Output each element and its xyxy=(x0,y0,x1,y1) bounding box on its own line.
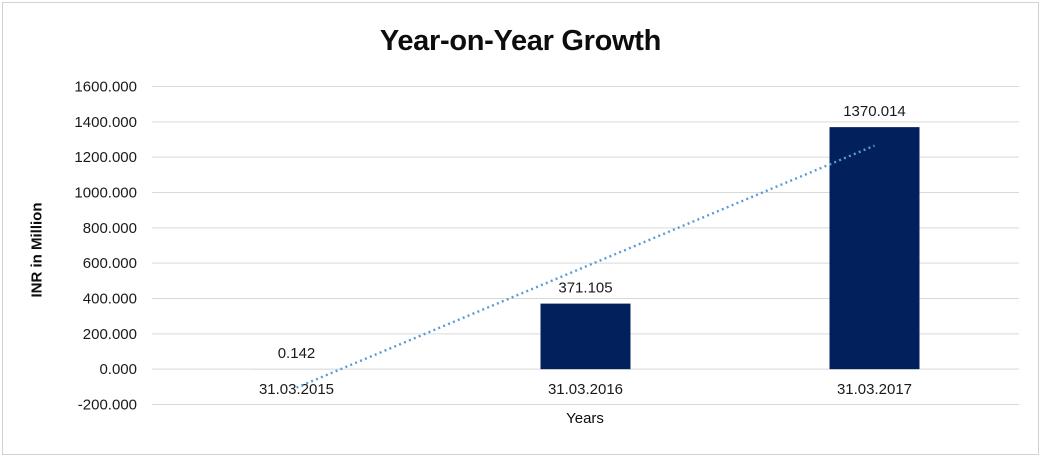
data-label: 371.105 xyxy=(558,280,612,297)
x-axis-title: Years xyxy=(566,410,604,427)
y-tick-label: 800.000 xyxy=(83,220,137,237)
x-category-label: 31.03.2015 xyxy=(259,381,334,398)
y-tick-label: 1600.000 xyxy=(74,79,137,96)
y-tick-label: 600.000 xyxy=(83,255,137,272)
y-tick-label: 1400.000 xyxy=(74,114,137,131)
data-label: 1370.014 xyxy=(843,103,906,120)
y-tick-label: 1200.000 xyxy=(74,149,137,166)
bar xyxy=(540,303,631,370)
y-axis-title: INR in Million xyxy=(28,202,46,298)
y-tick-label: 400.000 xyxy=(83,291,137,308)
y-tick-label: 1000.000 xyxy=(74,185,137,202)
bar xyxy=(829,127,920,370)
y-tick-label: 0.000 xyxy=(99,361,137,378)
data-label: 0.142 xyxy=(278,345,316,362)
trendline xyxy=(296,144,875,389)
x-category-label: 31.03.2017 xyxy=(837,381,912,398)
x-category-label: 31.03.2016 xyxy=(548,381,623,398)
y-tick-label: -200.000 xyxy=(78,397,137,414)
chart-title: Year-on-Year Growth xyxy=(379,25,662,57)
y-tick-label: 200.000 xyxy=(83,326,137,343)
